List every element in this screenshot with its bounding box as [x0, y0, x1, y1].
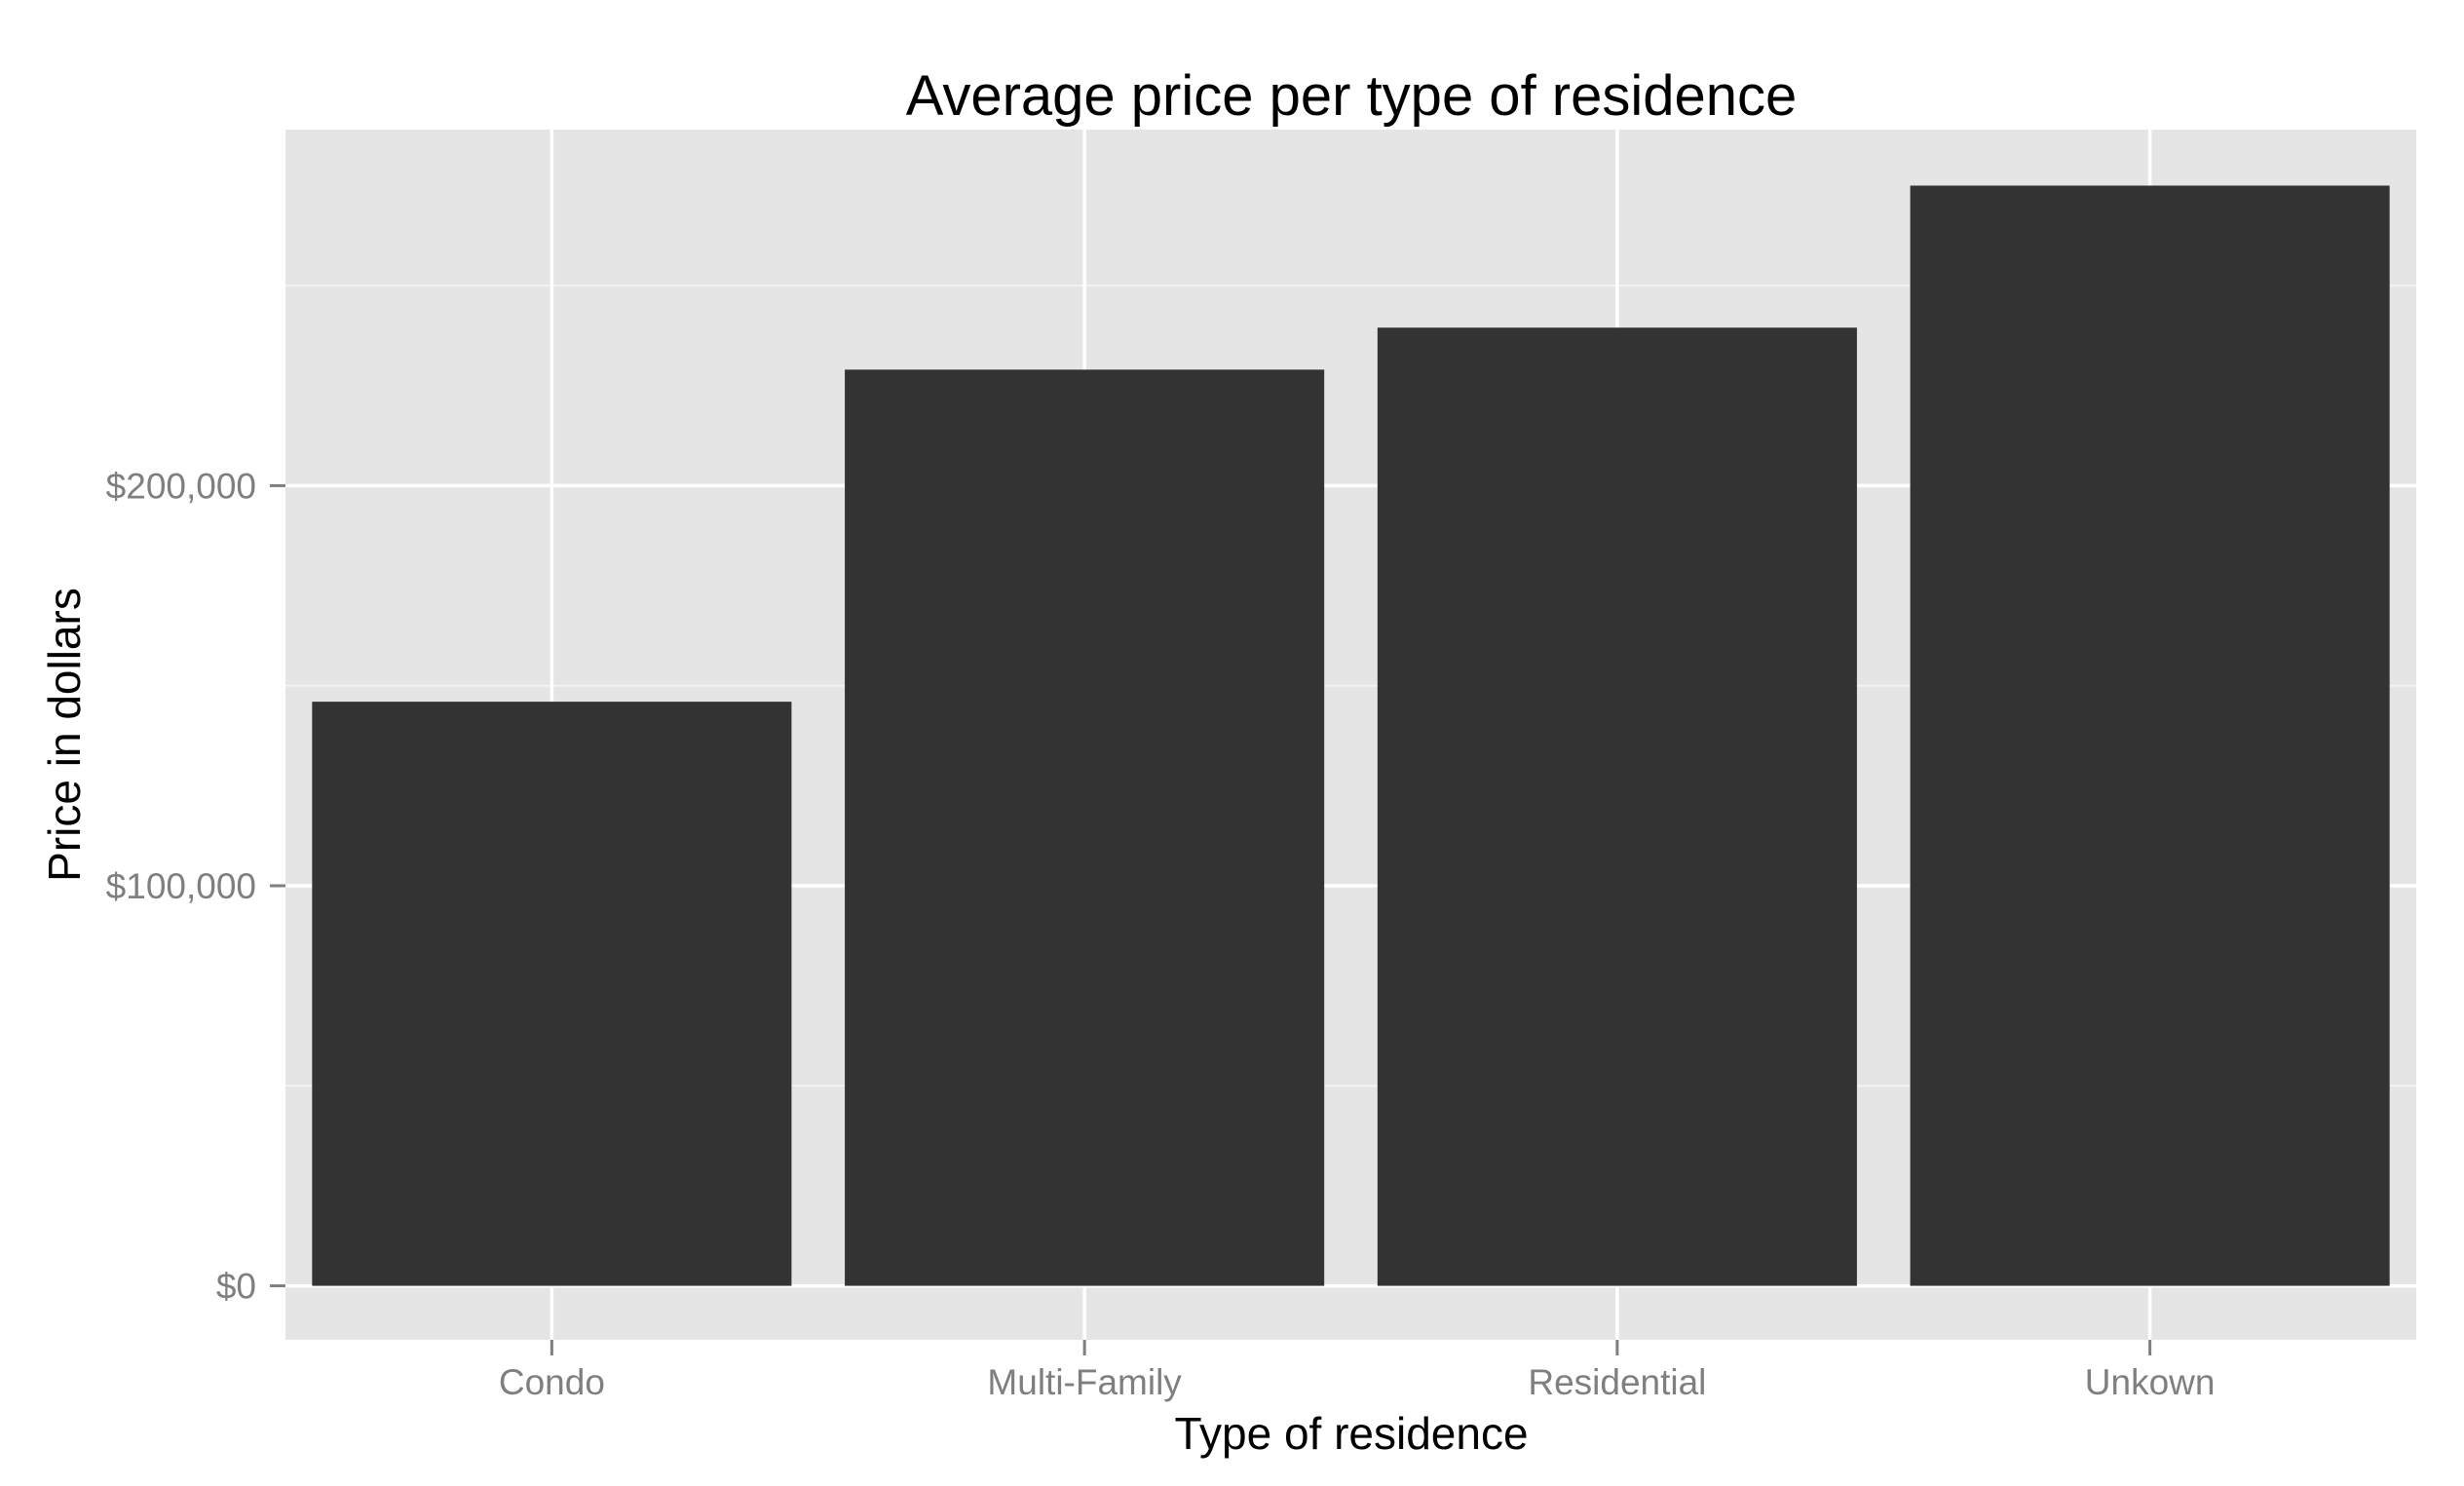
- bar-unkown: [1910, 185, 2390, 1286]
- y-tick-label: $100,000: [106, 866, 256, 906]
- x-tick-label: Condo: [499, 1362, 605, 1402]
- y-axis: $0 $100,000 $200,000: [106, 466, 285, 1307]
- bar-condo: [312, 702, 792, 1286]
- chart-title: Average price per type of residence: [906, 64, 1798, 128]
- y-tick-label: $200,000: [106, 466, 256, 506]
- bar-multi-family: [845, 369, 1325, 1286]
- y-axis-title: Price in dollars: [39, 588, 90, 882]
- x-tick-label: Residential: [1528, 1362, 1706, 1402]
- bars: [312, 185, 2390, 1286]
- x-tick-label: Multi-Family: [987, 1362, 1182, 1402]
- x-tick-label: Unkown: [2085, 1362, 2216, 1402]
- x-axis-title: Type of residence: [1174, 1408, 1528, 1459]
- bar-residential: [1377, 327, 1857, 1286]
- x-axis: Condo Multi-Family Residential Unkown: [499, 1340, 2216, 1402]
- y-tick-label: $0: [216, 1267, 256, 1307]
